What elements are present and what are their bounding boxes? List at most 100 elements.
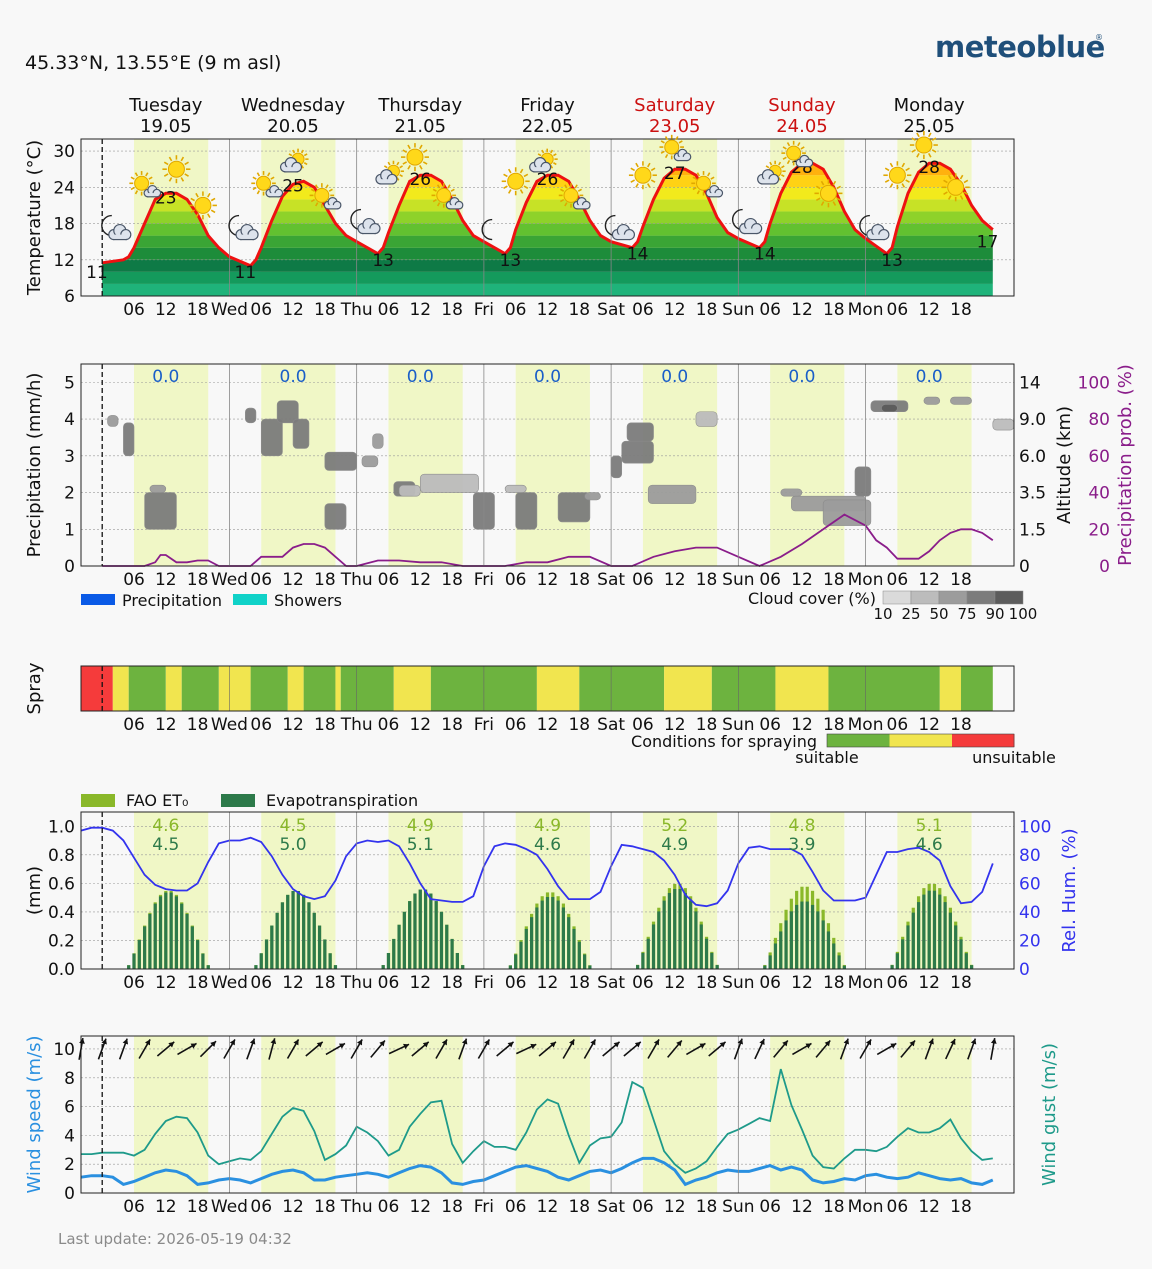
- y-tick-label: 30: [53, 142, 75, 162]
- y-tick-label: 0.0: [48, 960, 75, 980]
- sun-ray: [303, 153, 308, 157]
- sun-disc: [436, 187, 452, 203]
- spray-segment: [335, 666, 341, 711]
- day-tick-label: Sun: [722, 973, 754, 993]
- spray-segment: [165, 666, 182, 711]
- et-bar: [153, 903, 157, 969]
- precipitation-frame: [80, 363, 1015, 567]
- day-tick-label: Mon: [848, 715, 884, 735]
- sun-ray: [836, 185, 841, 190]
- sun-ray: [210, 197, 216, 202]
- cloud-cover-tick: 50: [929, 605, 948, 623]
- hour-tick-label: 12: [791, 300, 813, 320]
- day-tick-label: Thu: [340, 715, 373, 735]
- sun-disc: [915, 136, 933, 154]
- day-tick-label: Thu: [340, 973, 373, 993]
- sun-ray: [901, 183, 906, 188]
- sun-ray: [328, 188, 333, 192]
- et-bar: [826, 931, 831, 969]
- wind-arrow-head: [190, 1043, 197, 1049]
- wind-direction-arrow: [370, 1040, 386, 1058]
- et-bar: [673, 889, 677, 969]
- hour-tick-label: 12: [918, 300, 940, 320]
- y-tick-label: 0.6: [48, 874, 75, 894]
- hour-tick-label: 12: [409, 715, 431, 735]
- sun-ray: [195, 192, 199, 198]
- meteoblue-logo[interactable]: meteoblue: [935, 30, 1105, 64]
- hour-tick-label: 06: [759, 715, 781, 735]
- et-bar: [943, 902, 947, 969]
- hour-tick-label: 06: [378, 715, 400, 735]
- et-bar: [127, 965, 131, 969]
- et-bar: [148, 913, 152, 969]
- daily-precip-label: 0.0: [534, 367, 561, 387]
- wind-direction-arrow: [78, 1037, 85, 1060]
- spray-legend-swatch: [952, 734, 1015, 747]
- spray-segment: [536, 666, 580, 711]
- temperature-band: [102, 283, 993, 296]
- et-bar: [137, 940, 141, 969]
- day-name: Thursday: [377, 95, 462, 116]
- sun-ray: [300, 149, 304, 154]
- daily-fao-label: 5.1: [916, 816, 943, 836]
- prob-tick-label: 80: [1088, 410, 1110, 430]
- spray-legend-right: unsuitable: [972, 748, 1056, 767]
- prob-tick-label: 0: [1099, 557, 1110, 577]
- cloud-part: [285, 167, 297, 172]
- hour-tick-label: 06: [250, 1197, 272, 1217]
- cloud-part: [709, 193, 719, 197]
- wind-direction-arrow: [623, 1041, 642, 1057]
- precip-legend: Precipitation Showers Cloud cover (%)10 25 5…: [81, 589, 1037, 623]
- spray-segment: [218, 666, 251, 711]
- cloud-patch: [149, 484, 167, 493]
- hour-tick-label: 12: [664, 300, 686, 320]
- wind-arrow-head: [379, 1040, 385, 1047]
- day-date: 20.05: [267, 116, 319, 137]
- cloud-patch: [504, 484, 527, 493]
- wind-direction-arrow: [246, 1038, 256, 1060]
- hour-tick-label: 06: [123, 973, 145, 993]
- altitude-tick-label: 1.5: [1019, 520, 1046, 540]
- sun-ray: [210, 209, 216, 214]
- et-bar: [259, 953, 263, 969]
- y-tick-label: 10: [53, 1040, 75, 1060]
- et-bar: [286, 894, 290, 969]
- wind-arrow-head: [613, 1041, 620, 1048]
- et-bar: [545, 897, 550, 969]
- spray-segment: [664, 666, 712, 711]
- sun-ray: [778, 177, 782, 181]
- cloud-sun-icon: [279, 148, 309, 173]
- sun-ray: [190, 197, 196, 202]
- et-bar: [572, 928, 576, 969]
- hour-tick-label: 12: [155, 570, 177, 590]
- wind-direction-arrow: [411, 1041, 430, 1057]
- sun-cloud-icon: [781, 140, 814, 168]
- et-bar: [439, 911, 444, 969]
- y-tick-label: 0.2: [48, 931, 75, 951]
- wind-arrow-head: [484, 1039, 490, 1046]
- wind-direction-arrow: [924, 1038, 934, 1060]
- wind-arrow-head: [210, 1041, 217, 1047]
- daily-min-label: 13: [500, 251, 522, 271]
- sun-ray: [927, 152, 932, 158]
- wind-direction-arrow: [97, 1038, 107, 1060]
- hour-tick-label: 12: [282, 1197, 304, 1217]
- cloud-patch: [557, 492, 591, 523]
- hour-tick-label: 06: [505, 715, 527, 735]
- wind-arrow-head: [144, 1039, 151, 1046]
- sun-ray: [550, 149, 554, 154]
- hour-tick-label: 06: [632, 973, 654, 993]
- cloud-cover-tick: 25: [901, 605, 920, 623]
- daily-fao-label: 4.5: [280, 816, 307, 836]
- wind-arrow-head: [890, 1043, 897, 1049]
- et-bar: [689, 900, 693, 969]
- sun-ray: [436, 184, 441, 189]
- hour-tick-label: 18: [568, 715, 590, 735]
- sun-ray: [800, 146, 805, 150]
- legend-label: Evapotranspiration: [266, 791, 418, 810]
- et-bar: [164, 892, 168, 969]
- sun-ray: [168, 177, 173, 182]
